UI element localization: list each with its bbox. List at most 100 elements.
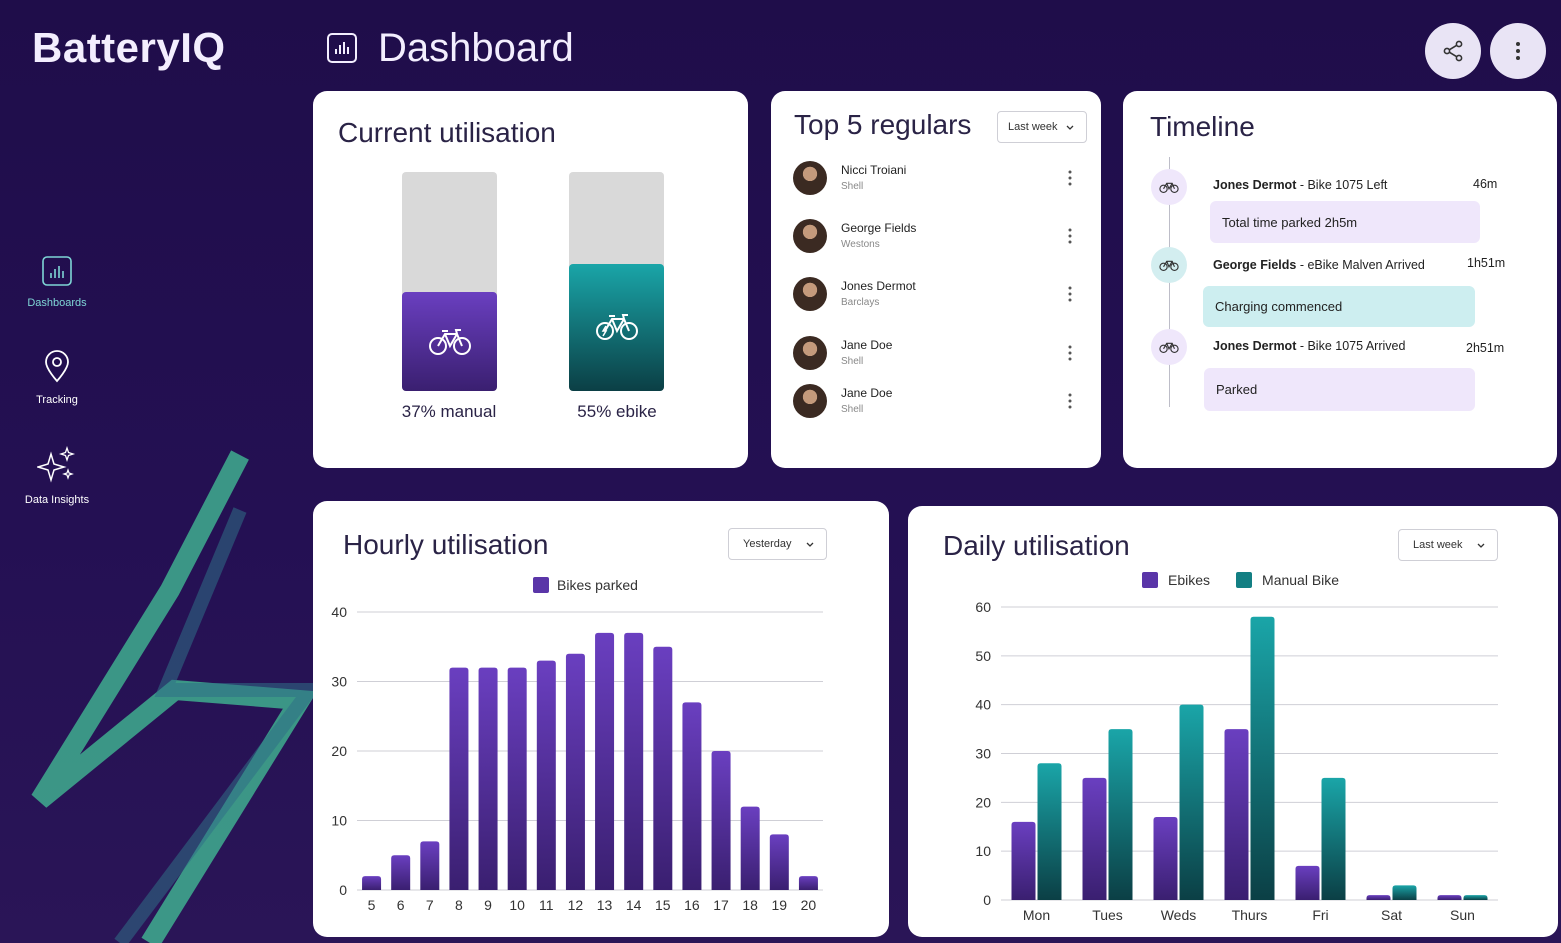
chevron-down-icon bbox=[806, 542, 814, 547]
chart-bar bbox=[1437, 895, 1462, 900]
card-title: Current utilisation bbox=[338, 117, 556, 148]
share-icon bbox=[1443, 40, 1463, 62]
timeline-node bbox=[1151, 169, 1187, 205]
list-item[interactable]: Jane Doe Shell bbox=[793, 336, 1083, 376]
x-tick-label: 10 bbox=[509, 897, 525, 913]
x-tick-label: Weds bbox=[1161, 907, 1197, 923]
legend-swatch bbox=[533, 577, 549, 593]
hourly-period-dropdown[interactable]: Yesterday bbox=[728, 528, 827, 560]
bar-chart-icon bbox=[42, 256, 72, 286]
chart-bar bbox=[1153, 816, 1178, 900]
more-vertical-icon[interactable] bbox=[1063, 227, 1077, 245]
y-tick-label: 20 bbox=[331, 743, 347, 759]
legend-swatch bbox=[1236, 572, 1253, 588]
more-vertical-icon bbox=[1516, 42, 1520, 60]
list-item[interactable]: George Fields Westons bbox=[793, 219, 1083, 259]
timeline-event-time: 1h51m bbox=[1467, 256, 1506, 270]
daily-bar-chart: 0 10 20 30 40 50 60 Mon Tues Weds Thurs Fri Sat Sun bbox=[975, 599, 1498, 923]
nav-tracking[interactable]: Tracking bbox=[0, 350, 114, 408]
x-tick-label: Thurs bbox=[1232, 907, 1268, 923]
y-tick-label: 30 bbox=[975, 746, 991, 762]
x-tick-label: 7 bbox=[426, 897, 434, 913]
more-vertical-icon[interactable] bbox=[1063, 344, 1077, 362]
ebike-utilisation-bar bbox=[569, 172, 664, 391]
list-item[interactable]: Nicci Troiani Shell bbox=[793, 161, 1083, 201]
timeline-event-time: 2h51m bbox=[1466, 341, 1505, 355]
chart-bar bbox=[1295, 865, 1320, 900]
current-utilisation-card: Current utilisation 37% manual 55% ebike bbox=[313, 91, 748, 468]
x-tick-label: 13 bbox=[597, 897, 613, 913]
regular-company: Shell bbox=[841, 356, 864, 367]
ebike-utilisation-fill bbox=[569, 263, 664, 391]
x-tick-label: 14 bbox=[626, 897, 642, 913]
chart-bar bbox=[624, 632, 644, 890]
chart-legend: Bikes parked bbox=[533, 577, 638, 593]
card-title: Daily utilisation bbox=[943, 530, 1130, 561]
dropdown-value: Yesterday bbox=[743, 538, 792, 550]
y-tick-label: 60 bbox=[975, 599, 991, 615]
more-vertical-icon[interactable] bbox=[1063, 285, 1077, 303]
bicycle-icon bbox=[1159, 342, 1179, 354]
x-tick-label: 5 bbox=[368, 897, 376, 913]
top-regulars-card: Top 5 regulars Last week Nicci Troiani S… bbox=[771, 91, 1101, 468]
timeline-card: Timeline Jones Dermot - Bike 1075 Left 4… bbox=[1123, 91, 1557, 468]
more-vertical-icon[interactable] bbox=[1063, 169, 1077, 187]
timeline-node bbox=[1151, 247, 1187, 283]
share-button[interactable] bbox=[1425, 23, 1481, 79]
regular-name: Jane Doe bbox=[841, 386, 893, 400]
sparkles-icon bbox=[37, 446, 76, 483]
y-tick-label: 50 bbox=[975, 648, 991, 664]
y-tick-label: 20 bbox=[975, 794, 991, 810]
chart-bar bbox=[769, 834, 789, 890]
avatar bbox=[793, 336, 827, 370]
chart-bar bbox=[798, 876, 818, 890]
chart-bar bbox=[1463, 895, 1488, 900]
list-item[interactable]: Jane Doe Shell bbox=[793, 384, 1083, 424]
chart-bar bbox=[1082, 777, 1107, 900]
x-tick-label: 12 bbox=[568, 897, 584, 913]
x-tick-label: Fri bbox=[1312, 907, 1328, 923]
list-item[interactable]: Jones Dermot Barclays bbox=[793, 277, 1083, 317]
y-tick-label: 40 bbox=[975, 697, 991, 713]
legend-label: Manual Bike bbox=[1262, 572, 1340, 588]
chart-bar bbox=[420, 841, 440, 890]
timeline-event-detail: Charging commenced bbox=[1203, 286, 1475, 327]
x-tick-label: 16 bbox=[684, 897, 700, 913]
chart-bar bbox=[682, 702, 702, 890]
chart-bar bbox=[740, 806, 760, 890]
regulars-period-dropdown[interactable]: Last week bbox=[997, 111, 1087, 143]
avatar bbox=[793, 384, 827, 418]
chevron-down-icon bbox=[1066, 125, 1074, 130]
nav-data-insights[interactable]: Data Insights bbox=[0, 446, 114, 508]
chart-bar bbox=[1321, 777, 1346, 900]
card-title: Top 5 regulars bbox=[794, 109, 972, 140]
x-tick-label: 20 bbox=[801, 897, 817, 913]
ebike-icon bbox=[595, 314, 638, 341]
nav-dashboards[interactable]: Dashboards bbox=[0, 255, 114, 311]
timeline-event-detail: Total time parked 2h5m bbox=[1210, 201, 1480, 243]
hourly-bar-chart: 0 10 20 30 40 5 6 7 8 9 10 11 12 13 14 15 16 17 18 19 20 bbox=[331, 604, 823, 913]
nav-label: Tracking bbox=[36, 394, 78, 406]
legend-label: Ebikes bbox=[1168, 572, 1211, 588]
hourly-utilisation-card: Hourly utilisation Yesterday Bikes parke… bbox=[313, 501, 889, 937]
daily-utilisation-card: Daily utilisation Last week Ebikes Manua… bbox=[908, 506, 1558, 937]
card-title: Timeline bbox=[1150, 111, 1255, 142]
x-tick-label: Sat bbox=[1381, 907, 1402, 923]
brand-logo: BatteryIQ bbox=[32, 24, 226, 71]
regular-name: Nicci Troiani bbox=[841, 163, 907, 177]
ebike-icon bbox=[1159, 260, 1179, 272]
timeline-event-heading: George Fields - eBike Malven Arrived bbox=[1213, 258, 1425, 272]
y-tick-label: 0 bbox=[983, 892, 991, 908]
more-vertical-icon[interactable] bbox=[1063, 392, 1077, 410]
x-tick-label: Sun bbox=[1450, 907, 1475, 923]
chart-bar bbox=[1011, 821, 1036, 900]
manual-utilisation-fill bbox=[402, 292, 497, 391]
card-title: Hourly utilisation bbox=[343, 529, 549, 560]
timeline-event-time: 46m bbox=[1473, 177, 1498, 191]
x-tick-label: Tues bbox=[1092, 907, 1123, 923]
more-options-button[interactable] bbox=[1490, 23, 1546, 79]
regular-name: Jane Doe bbox=[841, 338, 893, 352]
chart-bar bbox=[565, 653, 585, 890]
daily-period-dropdown[interactable]: Last week bbox=[1398, 529, 1498, 561]
regular-company: Shell bbox=[841, 181, 864, 192]
